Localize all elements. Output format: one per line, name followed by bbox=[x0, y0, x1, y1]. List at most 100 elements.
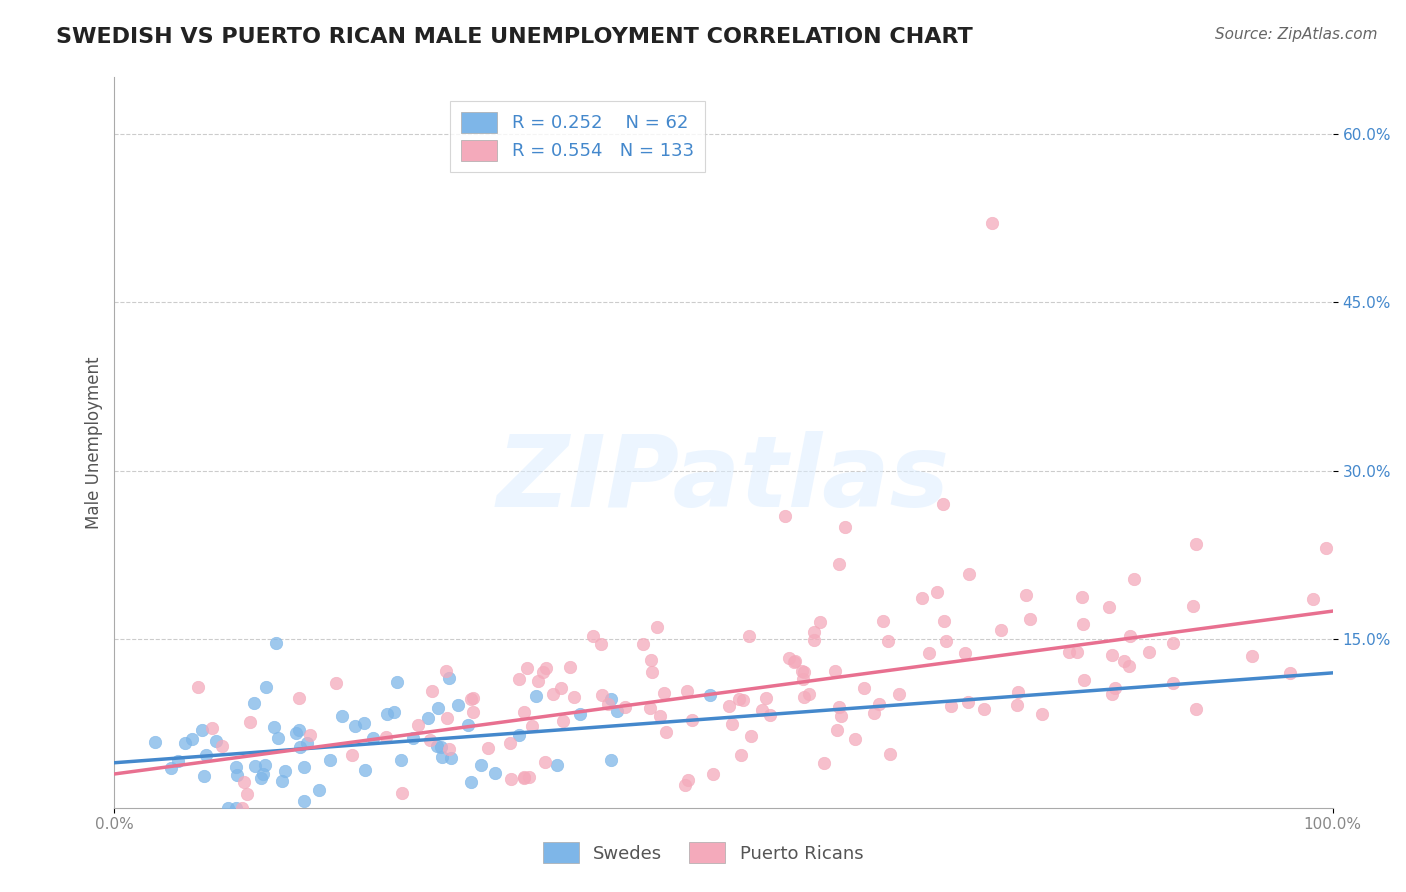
Point bbox=[813, 756, 835, 770]
Point bbox=[527, 674, 550, 689]
Point bbox=[236, 787, 259, 801]
Point bbox=[1101, 687, 1123, 701]
Point bbox=[582, 629, 605, 643]
Point bbox=[243, 696, 266, 710]
Point bbox=[297, 736, 319, 750]
Point bbox=[932, 614, 955, 628]
Point bbox=[1104, 681, 1126, 696]
Point bbox=[1005, 698, 1028, 712]
Point bbox=[226, 768, 249, 782]
Point bbox=[953, 646, 976, 660]
Point bbox=[319, 753, 342, 767]
Point bbox=[499, 736, 522, 750]
Point bbox=[531, 665, 554, 679]
Point bbox=[1181, 599, 1204, 613]
Point bbox=[792, 664, 814, 678]
Point bbox=[353, 716, 375, 731]
Point bbox=[1240, 648, 1263, 663]
Point bbox=[430, 740, 453, 755]
Point bbox=[524, 689, 547, 703]
Point bbox=[641, 665, 664, 680]
Point bbox=[783, 656, 806, 670]
Point bbox=[263, 720, 285, 734]
Point bbox=[751, 703, 773, 717]
Point bbox=[252, 767, 274, 781]
Point bbox=[980, 217, 1002, 231]
Point bbox=[598, 698, 620, 712]
Point bbox=[1071, 617, 1094, 632]
Point bbox=[844, 732, 866, 747]
Point bbox=[1066, 644, 1088, 658]
Point bbox=[872, 614, 894, 628]
Point bbox=[243, 758, 266, 772]
Point bbox=[827, 723, 849, 738]
Point bbox=[513, 771, 536, 785]
Point bbox=[1161, 635, 1184, 649]
Point bbox=[426, 739, 449, 753]
Point bbox=[508, 727, 530, 741]
Legend: Swedes, Puerto Ricans: Swedes, Puerto Ricans bbox=[531, 831, 875, 874]
Point bbox=[434, 664, 457, 678]
Point bbox=[589, 637, 612, 651]
Point bbox=[470, 757, 492, 772]
Point bbox=[437, 672, 460, 686]
Point bbox=[1118, 659, 1140, 673]
Point bbox=[759, 708, 782, 723]
Point bbox=[460, 774, 482, 789]
Point bbox=[738, 629, 761, 643]
Point bbox=[562, 690, 585, 705]
Point bbox=[606, 704, 628, 718]
Point bbox=[1031, 706, 1053, 721]
Point bbox=[591, 688, 613, 702]
Point bbox=[1098, 599, 1121, 614]
Point bbox=[330, 709, 353, 723]
Point bbox=[211, 739, 233, 754]
Point bbox=[1018, 612, 1040, 626]
Point bbox=[973, 701, 995, 715]
Point bbox=[344, 719, 367, 733]
Point bbox=[225, 800, 247, 814]
Point bbox=[180, 731, 202, 746]
Point bbox=[778, 651, 800, 665]
Point bbox=[990, 623, 1012, 637]
Point bbox=[408, 718, 430, 732]
Point bbox=[439, 751, 461, 765]
Point bbox=[569, 706, 592, 721]
Point bbox=[166, 754, 188, 768]
Point bbox=[254, 680, 277, 694]
Point bbox=[546, 758, 568, 772]
Point bbox=[354, 764, 377, 778]
Point bbox=[678, 772, 700, 787]
Point bbox=[957, 567, 980, 582]
Point bbox=[1059, 645, 1081, 659]
Point bbox=[508, 672, 530, 686]
Point bbox=[918, 646, 941, 660]
Point bbox=[808, 615, 831, 629]
Point bbox=[1070, 590, 1092, 604]
Point bbox=[824, 664, 846, 678]
Point bbox=[730, 748, 752, 763]
Point bbox=[463, 705, 485, 719]
Point bbox=[877, 634, 900, 648]
Point bbox=[1119, 629, 1142, 643]
Legend: R = 0.252    N = 62, R = 0.554   N = 133: R = 0.252 N = 62, R = 0.554 N = 133 bbox=[450, 101, 704, 171]
Point bbox=[204, 734, 226, 748]
Point bbox=[225, 760, 247, 774]
Point bbox=[638, 700, 661, 714]
Point bbox=[426, 701, 449, 715]
Point bbox=[600, 753, 623, 767]
Point bbox=[803, 625, 825, 640]
Point bbox=[375, 706, 398, 721]
Point bbox=[863, 706, 886, 720]
Point bbox=[793, 665, 815, 679]
Point bbox=[740, 729, 762, 743]
Point bbox=[325, 676, 347, 690]
Point bbox=[828, 700, 851, 714]
Point bbox=[654, 685, 676, 699]
Point bbox=[195, 747, 218, 762]
Point bbox=[457, 718, 479, 732]
Point bbox=[828, 558, 851, 572]
Point bbox=[299, 728, 322, 742]
Point bbox=[834, 520, 856, 534]
Point bbox=[391, 786, 413, 800]
